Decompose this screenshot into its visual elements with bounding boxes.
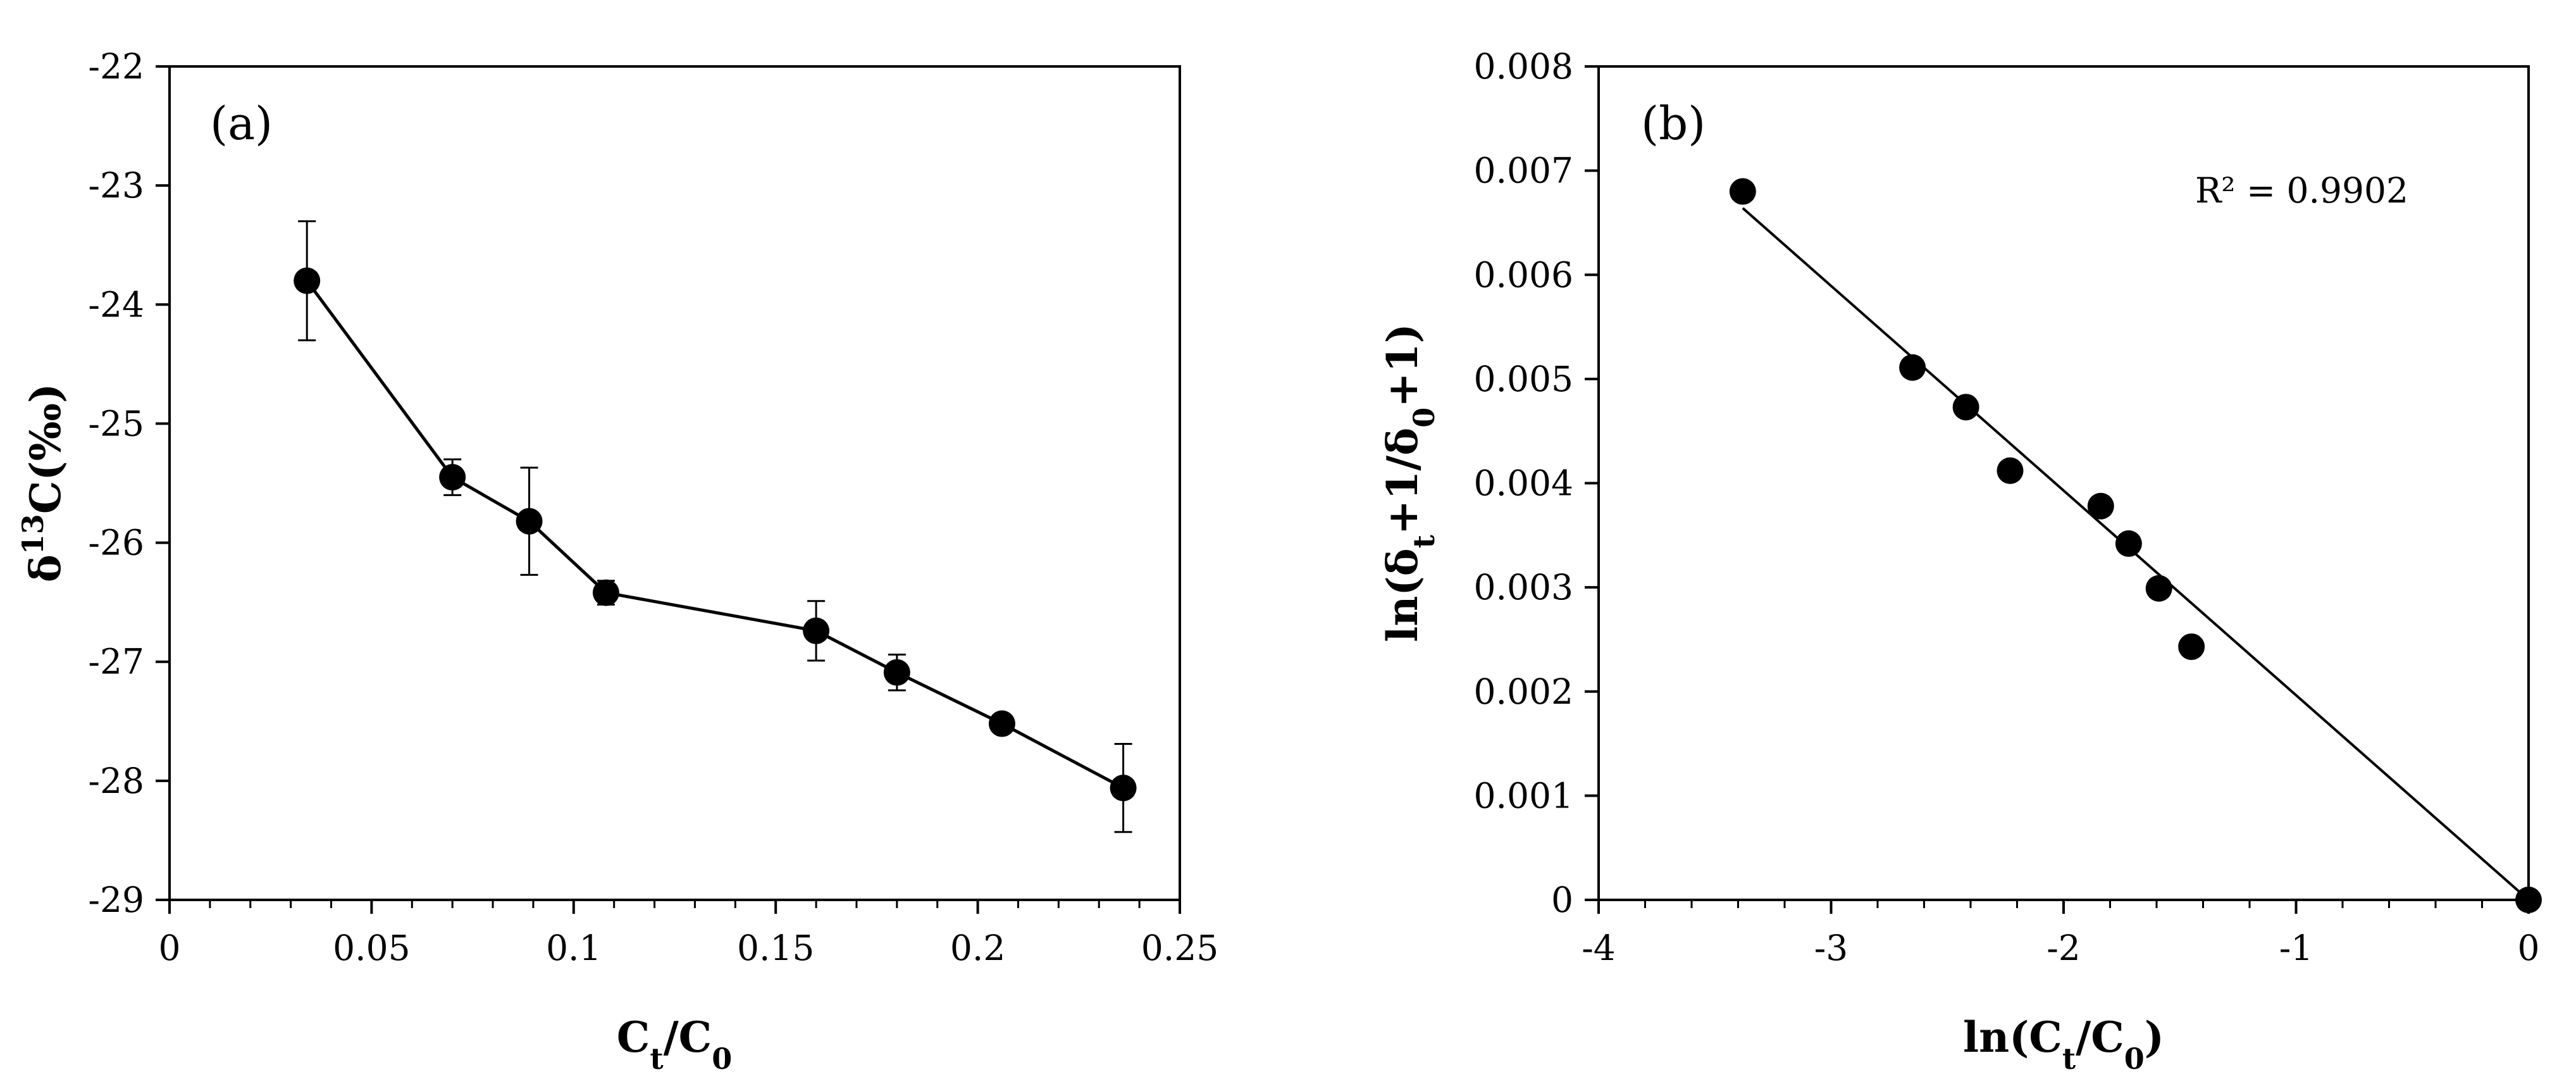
x-tick-label: 0 [2518,928,2540,968]
y-tick-label: 0.004 [1474,463,1573,504]
chart-a-panel-label: (a) [210,97,273,150]
y-tick-label: 0.008 [1474,46,1573,87]
data-point [2178,633,2205,660]
y-tick-label: -28 [88,761,144,801]
data-point [439,464,466,491]
chart-a-y-axis-title: δ13C(‰) [16,383,70,582]
chart-a: 0 0.05 0.1 0.15 0.2 0.25 -29 -28 -27 -26 -25 -24 -23… [16,46,1218,1076]
chart-b-ticks: -4 -3 -2 -1 0 0 0.001 0.002 0.003 0.004 0.005 0.006… [1474,46,2540,968]
chart-b-y-sub-t: t [1407,534,1441,548]
chart-a-y-sup-13: 13 [16,514,50,554]
y-tick-label: -27 [88,642,144,682]
chart-a-lines [298,220,1132,833]
y-tick-label: 0.005 [1474,359,1573,399]
y-tick-label: -29 [88,880,144,920]
y-tick-label: -24 [88,284,144,325]
data-point [516,508,543,535]
y-tick-label: -25 [88,403,144,444]
data-point [1899,354,1926,381]
chart-a-points [294,267,1137,802]
chart-a-plot-area [168,65,1181,901]
data-point [2515,887,2542,913]
data-point [2145,575,2172,602]
chart-a-ticks: 0 0.05 0.1 0.15 0.2 0.25 -29 -28 -27 -26 -25 -24 -23… [88,46,1218,968]
chart-b-r2-annotation: R² = 0.9902 [2195,170,2408,211]
data-point [1997,457,2024,484]
chart-a-x-sub-0: 0 [712,1042,732,1076]
data-point [883,659,910,686]
x-tick-label: 0.2 [950,928,1005,968]
series-line [306,280,1124,790]
data-point [1729,178,1756,205]
data-point [294,267,321,294]
x-tick-label: -3 [1814,928,1848,968]
y-tick-label: -26 [88,523,144,563]
data-point [2115,530,2142,557]
x-tick-label: 0 [159,928,181,968]
x-tick-label: 0.15 [737,928,814,968]
y-tick-label: 0.003 [1474,567,1573,608]
y-tick-label: 0.002 [1474,671,1573,712]
y-tick-label: 0.006 [1474,254,1573,295]
y-tick-label: 0.007 [1474,151,1573,191]
data-point [1952,394,1979,421]
x-tick-label: 0.05 [333,928,410,968]
x-tick-label: -4 [1582,928,1616,968]
chart-b-y-axis-title: ln(δt+1/δ0+1) [1378,323,1441,642]
data-point [803,617,830,644]
x-tick-label: 0.25 [1141,928,1218,968]
x-tick-label: -1 [2279,928,2313,968]
chart-b-panel-label: (b) [1641,97,1706,150]
x-tick-label: -2 [2047,928,2081,968]
y-tick-label: -23 [88,165,144,206]
data-point [2087,492,2114,520]
chart-b-x-sub-t: t [2062,1042,2076,1076]
chart-b-x-sub-0: 0 [2124,1042,2145,1076]
chart-b-x-axis-title: ln(Ct/C0) [1963,1013,2164,1076]
x-tick-label: 0.1 [546,928,601,968]
chart-a-x-sub-t: t [650,1042,664,1076]
data-point [592,579,619,606]
data-point [1110,775,1137,802]
y-tick-label: -22 [88,46,144,87]
data-point [988,710,1015,737]
chart-b-y-sub-0: 0 [1407,408,1441,428]
chart-a-x-axis-title: Ct/C0 [617,1013,732,1076]
y-tick-label: 0 [1551,880,1573,920]
y-tick-label: 0.001 [1474,775,1573,816]
chart-b: -4 -3 -2 -1 0 0 0.001 0.002 0.003 0.004 0.005 0.006… [1378,46,2542,1076]
chart-b-points [1729,178,2542,913]
